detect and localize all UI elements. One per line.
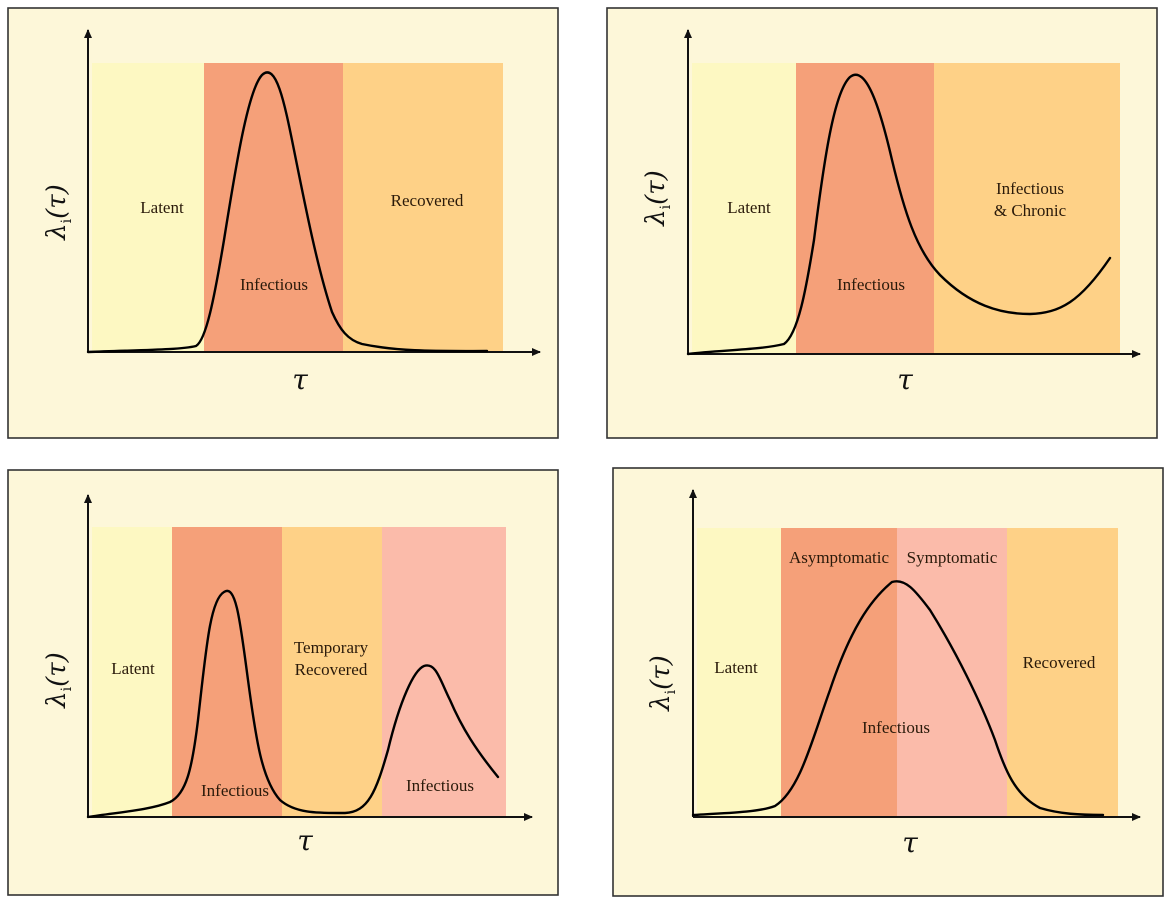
stage-label: Latent: [727, 198, 771, 217]
y-axis-label: λi(τ): [646, 655, 679, 712]
stage-band-infectious: [796, 63, 934, 354]
stage-label: Asymptomatic: [789, 548, 890, 567]
x-axis-label: τ: [902, 826, 918, 859]
stage-band-latent: [692, 63, 796, 354]
stage-label: Infectious & Chronic: [994, 179, 1067, 220]
stage-label: Recovered: [391, 191, 464, 210]
stage-label: Latent: [714, 658, 758, 677]
panel-c: Latent Infectious Temporary Recovered Infect…: [7, 469, 559, 896]
stage-band-infectious: [204, 63, 343, 352]
stage-band-recovered: [934, 63, 1120, 354]
stage-label: Infectious: [240, 275, 308, 294]
stage-label: Temporary Recovered: [294, 638, 369, 679]
stage-label: Latent: [140, 198, 184, 217]
stage-band-symptomatic: [382, 527, 506, 817]
infectiousness-curve: [686, 73, 1112, 356]
x-axis-label: τ: [297, 824, 313, 857]
y-axis-label: λi(τ): [42, 184, 75, 241]
stage-band-latent: [92, 63, 204, 352]
x-axis-label: τ: [292, 363, 308, 396]
infectiousness-curve: [691, 580, 1105, 817]
panel-b: Latent Infectious Infectious & Chronic τ λi(τ…: [606, 7, 1158, 439]
stage-band-latent: [92, 527, 172, 817]
panel-a: Latent Infectious Recovered τ λi(τ): [7, 7, 559, 439]
y-axis-label: λi(τ): [42, 652, 75, 709]
stage-label: Infectious: [201, 781, 269, 800]
infectiousness-curve: [86, 71, 489, 354]
stage-label: Symptomatic: [907, 548, 998, 567]
stage-band-infectious: [781, 528, 897, 817]
stage-label: Latent: [111, 659, 155, 678]
y-axis-label: λi(τ): [641, 170, 674, 227]
stage-band-symptomatic: [897, 528, 1007, 817]
stage-band-recovered: [343, 63, 503, 352]
infectiousness-curve: [86, 589, 500, 819]
stage-label: Recovered: [1023, 653, 1096, 672]
stage-label: Infectious: [862, 718, 930, 737]
panel-d: Latent Asymptomatic Symptomatic Recovered In…: [612, 467, 1164, 897]
stage-band-recovered: [1007, 528, 1118, 817]
stage-label: Infectious: [406, 776, 474, 795]
stage-band-latent: [697, 528, 781, 817]
stage-band-recovered: [282, 527, 382, 817]
stage-label: Infectious: [837, 275, 905, 294]
x-axis-label: τ: [897, 363, 913, 396]
